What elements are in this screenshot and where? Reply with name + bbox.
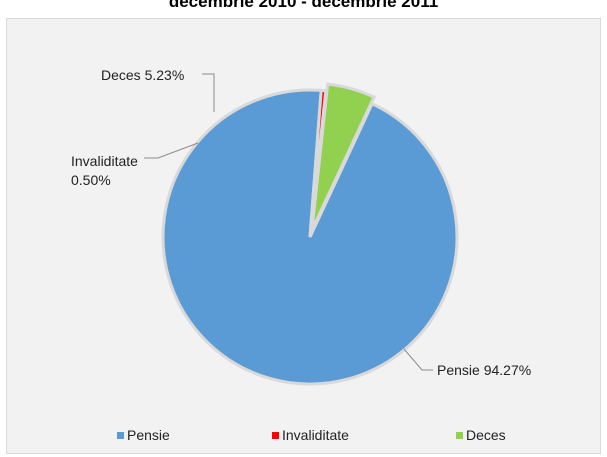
data-label-invaliditate: Invaliditate 0.50% [71, 152, 131, 190]
legend-swatch-deces [456, 432, 463, 439]
leader-line-deces [202, 74, 214, 112]
data-label-pensie: Pensie 94.27% [437, 361, 531, 380]
legend-swatch-invaliditate [272, 432, 279, 439]
legend-item-invaliditate: Invaliditate [272, 427, 349, 443]
leader-line-pensie [404, 349, 433, 370]
legend-label-deces: Deces [466, 427, 506, 443]
legend-label-pensie: Pensie [127, 427, 170, 443]
legend: Pensie Invaliditate Deces [0, 427, 607, 447]
legend-label-invaliditate: Invaliditate [282, 427, 349, 443]
legend-item-deces: Deces [456, 427, 506, 443]
legend-item-pensie: Pensie [117, 427, 170, 443]
legend-swatch-pensie [117, 432, 124, 439]
data-label-deces: Deces 5.23% [101, 66, 184, 85]
